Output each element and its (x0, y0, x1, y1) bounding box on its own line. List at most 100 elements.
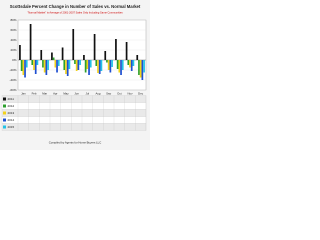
bar (127, 60, 130, 65)
x-tick-label: Jan (21, 91, 26, 95)
bar (52, 57, 55, 60)
bar (88, 60, 90, 75)
bar (20, 60, 23, 71)
bar (98, 60, 101, 74)
legend-swatch (3, 104, 6, 108)
bar (95, 60, 98, 66)
legend-swatch (3, 97, 6, 101)
bar (109, 60, 112, 73)
bar (111, 60, 113, 67)
chart-subtitle: "Normal Market" is Average of 2001-2007 … (27, 11, 123, 15)
bar (132, 60, 135, 66)
y-tick-label: 80% (10, 18, 16, 22)
bar (121, 60, 124, 70)
bar (100, 60, 103, 71)
x-tick-label: Feb (32, 91, 37, 95)
table-row (1, 95, 147, 103)
legend-label: 2011 (8, 97, 15, 101)
y-tick-label: -60% (9, 88, 16, 92)
y-tick-label: 0% (12, 58, 17, 62)
bar (45, 60, 48, 75)
y-tick-label: 20% (10, 48, 16, 52)
table-row (1, 116, 147, 124)
bar (143, 60, 145, 73)
bar (57, 60, 60, 66)
page: {"chart_data": {"type": "bar", "title": … (0, 0, 150, 150)
x-tick-label: Dec (138, 91, 144, 95)
legend-swatch (3, 111, 6, 115)
y-tick-label: -20% (9, 68, 16, 72)
bar (139, 60, 142, 78)
bar (54, 60, 57, 68)
bar (97, 60, 99, 73)
bar (29, 24, 32, 60)
legend-label: 2014 (8, 118, 15, 122)
bar (141, 60, 144, 80)
bar (33, 60, 35, 70)
legend-label: 2013 (8, 111, 15, 115)
bar (86, 60, 89, 69)
bar (19, 45, 21, 60)
x-tick-label: Nov (128, 91, 134, 95)
bar (61, 47, 64, 60)
footer: Compiled by Agents for Home Buyers LLC (49, 141, 102, 145)
bar (89, 60, 92, 68)
bar (74, 60, 76, 64)
y-tick-label: -40% (9, 78, 16, 82)
bar (72, 29, 75, 60)
bar (43, 60, 46, 73)
chart-title: Scottsdale Percent Change in Number of S… (10, 4, 141, 9)
x-tick-label: Jul (86, 91, 90, 95)
legend-swatch (3, 125, 6, 129)
y-tick-label: 40% (10, 38, 16, 42)
bar (136, 55, 139, 60)
bar (24, 60, 26, 78)
y-tick-label: 60% (10, 28, 16, 32)
x-tick-label: May (63, 91, 69, 95)
bar (129, 60, 131, 68)
bar (79, 60, 81, 65)
bar (40, 50, 43, 60)
bar (77, 60, 80, 70)
bar (83, 55, 85, 60)
bar (31, 60, 34, 65)
bar (84, 60, 87, 73)
bar (107, 60, 110, 70)
bar (115, 39, 117, 60)
bar (47, 60, 49, 70)
bar (65, 60, 67, 74)
x-tick-label: Jun (74, 91, 79, 95)
bar (118, 60, 121, 73)
bar (125, 42, 128, 60)
bar (75, 60, 78, 71)
bar (51, 52, 53, 60)
bar (56, 60, 58, 73)
bar (130, 60, 133, 71)
bar (66, 60, 69, 76)
bar (22, 60, 25, 75)
bar (120, 60, 122, 75)
bar (106, 60, 108, 63)
bar (63, 60, 66, 70)
bar (138, 60, 140, 75)
x-tick-label: Aug (96, 91, 101, 95)
bar (34, 60, 37, 74)
bar (42, 60, 44, 68)
plot-area (17, 19, 147, 91)
bar (116, 60, 119, 69)
legend-swatch (3, 118, 6, 122)
bar (68, 60, 71, 69)
legend-label: 2015 (8, 125, 15, 129)
bar (93, 34, 96, 60)
bar (25, 60, 28, 68)
x-tick-label: Mar (42, 91, 47, 95)
table-row (1, 109, 147, 117)
legend-label: 2012 (8, 104, 15, 108)
bar (36, 60, 39, 65)
x-tick-label: Sep (106, 91, 111, 95)
table-row (1, 102, 147, 110)
x-tick-label: Oct (117, 91, 122, 95)
chart: Scottsdale Percent Change in Number of S… (0, 0, 150, 150)
x-tick-label: Apr (53, 91, 57, 95)
table-row (1, 123, 147, 131)
